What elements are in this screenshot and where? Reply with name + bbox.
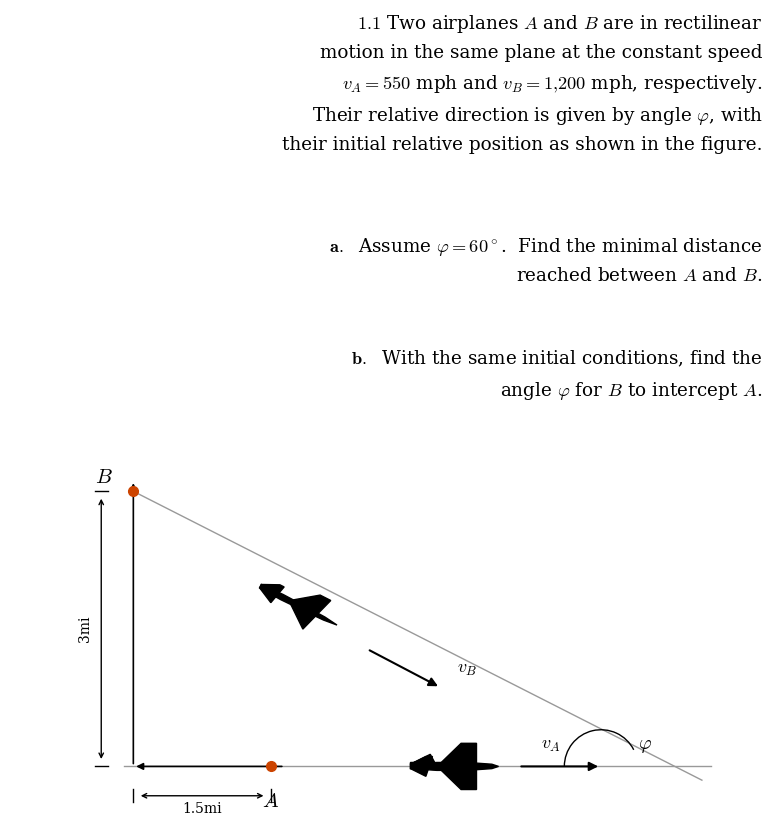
Polygon shape xyxy=(291,595,331,629)
Text: 3mi: 3mi xyxy=(78,616,92,642)
Polygon shape xyxy=(260,585,284,602)
Text: $\mathbf{b.}$  With the same initial conditions, find the
angle $\varphi$ for $B: $\mathbf{b.}$ With the same initial cond… xyxy=(328,349,762,402)
Polygon shape xyxy=(411,754,435,764)
Text: $v_A$: $v_A$ xyxy=(541,737,560,754)
Polygon shape xyxy=(441,743,476,789)
Polygon shape xyxy=(411,763,499,770)
Polygon shape xyxy=(411,757,433,776)
Text: $\mathbf{a.}$  Assume $\varphi = 60^\circ$.  Find the minimal distance
reached b: $\mathbf{a.}$ Assume $\varphi = 60^\circ… xyxy=(307,236,762,284)
Text: $\mathbf{1.1}$ Two airplanes $A$ and $B$ are in rectilinear
motion in the same p: $\mathbf{1.1}$ Two airplanes $A$ and $B$… xyxy=(282,13,762,154)
Text: 1.5mi: 1.5mi xyxy=(182,802,222,816)
Text: $v_B$: $v_B$ xyxy=(457,660,478,679)
Text: $A$: $A$ xyxy=(262,792,279,811)
Text: $\varphi$: $\varphi$ xyxy=(638,737,652,755)
Polygon shape xyxy=(260,585,337,625)
Text: $B$: $B$ xyxy=(96,467,113,487)
